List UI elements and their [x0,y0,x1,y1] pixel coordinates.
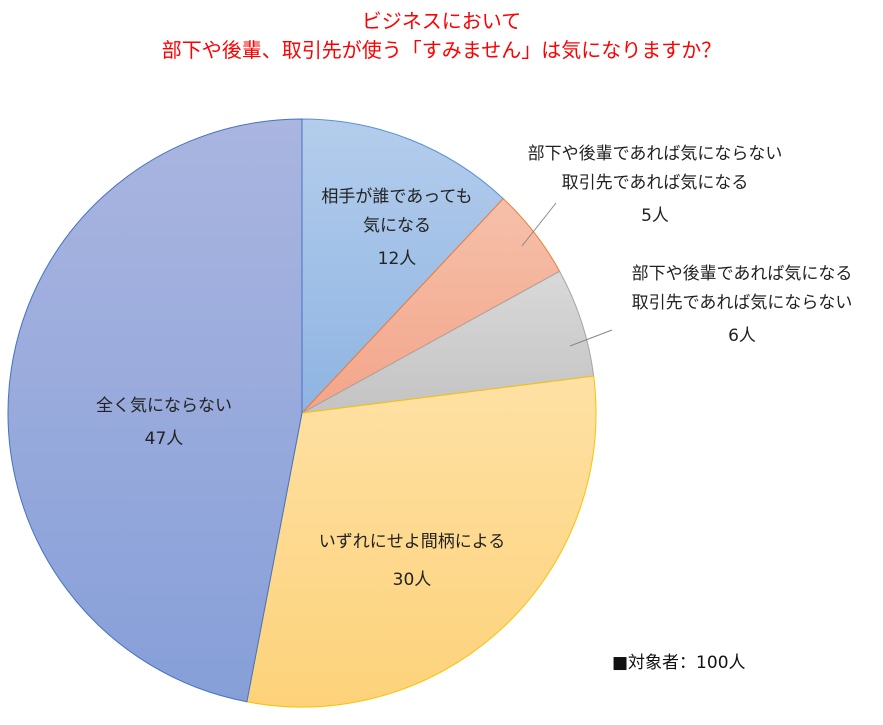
leader-line-slice-2 [521,202,557,247]
slice-label-1-line-2: 気になる [362,216,431,236]
sample-size-note: ■対象者：100人 [612,653,746,673]
slice-label-2: 部下や後輩であれば気にならない 取引先であれば気になる 5人 [528,140,783,231]
slice-value-2: 5人 [641,206,669,226]
slice-value-1: 12人 [377,249,417,269]
slice-label-5: 全く気にならない 47人 [96,392,232,454]
slice-value-4: 30人 [392,570,432,590]
pie-slice-4 [246,375,597,708]
chart-title-line-1: ビジネスにおいて [361,9,522,33]
slice-label-5-line-1: 全く気にならない [96,396,232,416]
slice-label-2-line-2: 取引先であれば気になる [561,173,749,193]
slice-label-1: 相手が誰であっても 気になる 12人 [321,183,472,274]
slice-label-3-line-2: 取引先であれば気にならない [631,293,853,313]
slice-value-5: 47人 [144,429,184,449]
pie-slice-1 [301,118,504,415]
pie-slice-5 [7,118,303,703]
slice-label-2-line-1: 部下や後輩であれば気にならない [527,144,783,164]
slice-value-3: 6人 [728,326,756,346]
slice-label-3: 部下や後輩であれば気になる 取引先であれば気にならない 6人 [632,260,853,351]
slice-label-1-line-1: 相手が誰であっても [321,187,473,207]
slice-label-4-line-1: いずれにせよ間柄による [318,532,506,552]
slice-label-3-line-1: 部下や後輩であれば気になる [631,264,853,284]
leader-line-slice-3 [569,329,613,347]
chart-title-line-2: 部下や後輩、取引先が使う「すみません」は気になりますか？ [161,38,722,62]
slice-label-4: いずれにせよ間柄による 30人 [319,528,506,595]
